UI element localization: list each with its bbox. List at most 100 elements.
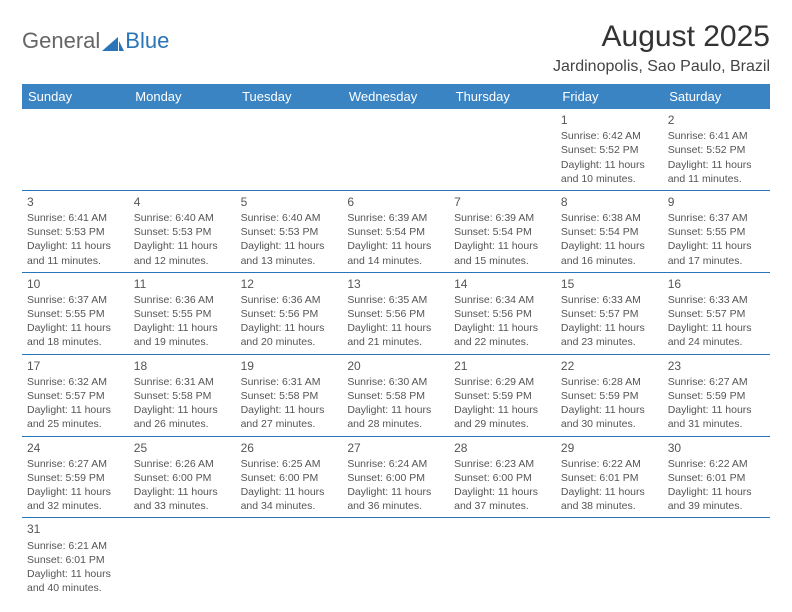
sunrise-line: Sunrise: 6:40 AM (241, 211, 338, 225)
day-number: 6 (347, 194, 444, 210)
calendar-day-cell: 31Sunrise: 6:21 AMSunset: 6:01 PMDayligh… (22, 518, 129, 599)
calendar-empty-cell (449, 109, 556, 190)
calendar-day-cell: 14Sunrise: 6:34 AMSunset: 5:56 PMDayligh… (449, 272, 556, 354)
logo-text-general: General (22, 28, 100, 54)
day-number: 2 (668, 112, 765, 128)
sunset-line: Sunset: 5:54 PM (454, 225, 551, 239)
sunset-line: Sunset: 6:01 PM (27, 553, 124, 567)
calendar-empty-cell (342, 518, 449, 599)
calendar-day-cell: 23Sunrise: 6:27 AMSunset: 5:59 PMDayligh… (663, 354, 770, 436)
calendar-day-cell: 10Sunrise: 6:37 AMSunset: 5:55 PMDayligh… (22, 272, 129, 354)
daylight-line-2: and 17 minutes. (668, 254, 765, 268)
daylight-line-2: and 29 minutes. (454, 417, 551, 431)
day-number: 30 (668, 440, 765, 456)
sunrise-line: Sunrise: 6:34 AM (454, 293, 551, 307)
sunrise-line: Sunrise: 6:37 AM (668, 211, 765, 225)
sunset-line: Sunset: 5:53 PM (27, 225, 124, 239)
calendar-day-cell: 25Sunrise: 6:26 AMSunset: 6:00 PMDayligh… (129, 436, 236, 518)
weekday-header: Friday (556, 84, 663, 109)
calendar-day-cell: 7Sunrise: 6:39 AMSunset: 5:54 PMDaylight… (449, 190, 556, 272)
daylight-line-1: Daylight: 11 hours (454, 485, 551, 499)
sunset-line: Sunset: 5:53 PM (241, 225, 338, 239)
daylight-line-1: Daylight: 11 hours (241, 321, 338, 335)
calendar-day-cell: 15Sunrise: 6:33 AMSunset: 5:57 PMDayligh… (556, 272, 663, 354)
sunset-line: Sunset: 5:58 PM (134, 389, 231, 403)
sunrise-line: Sunrise: 6:35 AM (347, 293, 444, 307)
calendar-day-cell: 20Sunrise: 6:30 AMSunset: 5:58 PMDayligh… (342, 354, 449, 436)
weekday-header: Tuesday (236, 84, 343, 109)
calendar-day-cell: 5Sunrise: 6:40 AMSunset: 5:53 PMDaylight… (236, 190, 343, 272)
calendar-table: SundayMondayTuesdayWednesdayThursdayFrid… (22, 84, 770, 599)
sunset-line: Sunset: 5:58 PM (347, 389, 444, 403)
sunrise-line: Sunrise: 6:27 AM (27, 457, 124, 471)
day-number: 3 (27, 194, 124, 210)
sunrise-line: Sunrise: 6:33 AM (561, 293, 658, 307)
daylight-line-1: Daylight: 11 hours (347, 403, 444, 417)
sunset-line: Sunset: 5:59 PM (27, 471, 124, 485)
daylight-line-2: and 37 minutes. (454, 499, 551, 513)
weekday-header: Monday (129, 84, 236, 109)
day-number: 10 (27, 276, 124, 292)
daylight-line-2: and 26 minutes. (134, 417, 231, 431)
sunset-line: Sunset: 5:56 PM (454, 307, 551, 321)
daylight-line-2: and 10 minutes. (561, 172, 658, 186)
daylight-line-1: Daylight: 11 hours (241, 239, 338, 253)
day-number: 8 (561, 194, 658, 210)
day-number: 17 (27, 358, 124, 374)
sunset-line: Sunset: 6:00 PM (241, 471, 338, 485)
calendar-day-cell: 19Sunrise: 6:31 AMSunset: 5:58 PMDayligh… (236, 354, 343, 436)
daylight-line-1: Daylight: 11 hours (561, 321, 658, 335)
calendar-day-cell: 4Sunrise: 6:40 AMSunset: 5:53 PMDaylight… (129, 190, 236, 272)
sunset-line: Sunset: 5:56 PM (241, 307, 338, 321)
calendar-day-cell: 24Sunrise: 6:27 AMSunset: 5:59 PMDayligh… (22, 436, 129, 518)
daylight-line-2: and 36 minutes. (347, 499, 444, 513)
daylight-line-2: and 20 minutes. (241, 335, 338, 349)
calendar-day-cell: 21Sunrise: 6:29 AMSunset: 5:59 PMDayligh… (449, 354, 556, 436)
calendar-day-cell: 8Sunrise: 6:38 AMSunset: 5:54 PMDaylight… (556, 190, 663, 272)
calendar-day-cell: 3Sunrise: 6:41 AMSunset: 5:53 PMDaylight… (22, 190, 129, 272)
day-number: 27 (347, 440, 444, 456)
calendar-day-cell: 11Sunrise: 6:36 AMSunset: 5:55 PMDayligh… (129, 272, 236, 354)
day-number: 11 (134, 276, 231, 292)
sunrise-line: Sunrise: 6:21 AM (27, 539, 124, 553)
sunset-line: Sunset: 5:54 PM (561, 225, 658, 239)
daylight-line-1: Daylight: 11 hours (561, 403, 658, 417)
sunrise-line: Sunrise: 6:38 AM (561, 211, 658, 225)
daylight-line-1: Daylight: 11 hours (134, 321, 231, 335)
daylight-line-1: Daylight: 11 hours (454, 321, 551, 335)
calendar-empty-cell (129, 109, 236, 190)
day-number: 26 (241, 440, 338, 456)
calendar-day-cell: 28Sunrise: 6:23 AMSunset: 6:00 PMDayligh… (449, 436, 556, 518)
sunset-line: Sunset: 6:01 PM (561, 471, 658, 485)
calendar-empty-cell (22, 109, 129, 190)
sunset-line: Sunset: 6:00 PM (347, 471, 444, 485)
sunset-line: Sunset: 5:52 PM (668, 143, 765, 157)
day-number: 13 (347, 276, 444, 292)
calendar-empty-cell (342, 109, 449, 190)
calendar-week-row: 31Sunrise: 6:21 AMSunset: 6:01 PMDayligh… (22, 518, 770, 599)
daylight-line-2: and 30 minutes. (561, 417, 658, 431)
sunrise-line: Sunrise: 6:39 AM (454, 211, 551, 225)
daylight-line-2: and 25 minutes. (27, 417, 124, 431)
daylight-line-2: and 22 minutes. (454, 335, 551, 349)
calendar-day-cell: 6Sunrise: 6:39 AMSunset: 5:54 PMDaylight… (342, 190, 449, 272)
sunset-line: Sunset: 5:57 PM (668, 307, 765, 321)
daylight-line-1: Daylight: 11 hours (668, 321, 765, 335)
sunset-line: Sunset: 6:00 PM (134, 471, 231, 485)
daylight-line-1: Daylight: 11 hours (241, 403, 338, 417)
sunrise-line: Sunrise: 6:31 AM (134, 375, 231, 389)
daylight-line-2: and 24 minutes. (668, 335, 765, 349)
daylight-line-1: Daylight: 11 hours (27, 567, 124, 581)
logo-text-blue: Blue (125, 28, 169, 54)
daylight-line-2: and 23 minutes. (561, 335, 658, 349)
sunrise-line: Sunrise: 6:24 AM (347, 457, 444, 471)
sunrise-line: Sunrise: 6:42 AM (561, 129, 658, 143)
day-number: 23 (668, 358, 765, 374)
sunset-line: Sunset: 5:56 PM (347, 307, 444, 321)
daylight-line-1: Daylight: 11 hours (27, 403, 124, 417)
calendar-day-cell: 9Sunrise: 6:37 AMSunset: 5:55 PMDaylight… (663, 190, 770, 272)
daylight-line-2: and 16 minutes. (561, 254, 658, 268)
calendar-day-cell: 2Sunrise: 6:41 AMSunset: 5:52 PMDaylight… (663, 109, 770, 190)
sunrise-line: Sunrise: 6:36 AM (134, 293, 231, 307)
sunrise-line: Sunrise: 6:28 AM (561, 375, 658, 389)
